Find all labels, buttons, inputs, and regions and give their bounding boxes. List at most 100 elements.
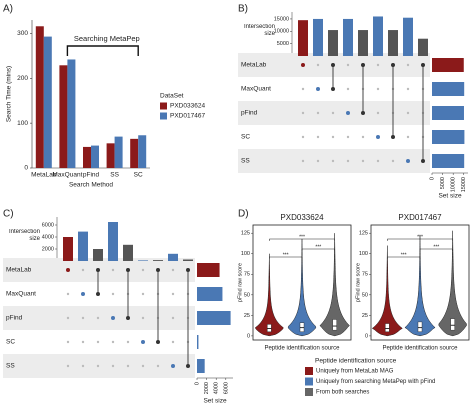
intersection-bar — [168, 253, 178, 261]
bar — [106, 143, 115, 168]
bar — [43, 36, 52, 169]
intersection-bar — [153, 260, 163, 261]
bar — [67, 59, 76, 168]
legend-swatch — [305, 377, 313, 386]
matrix-dot-empty — [126, 340, 130, 344]
sig-label: *** — [299, 234, 305, 240]
legend-swatch — [160, 112, 167, 120]
matrix-dot-empty — [81, 316, 85, 320]
matrix-dot-empty — [141, 292, 145, 296]
intersection-bar — [108, 222, 118, 261]
matrix-dot-empty — [66, 316, 70, 320]
matrix-dot-empty — [316, 159, 320, 163]
matrix-dot — [346, 111, 350, 115]
frame — [252, 224, 352, 341]
matrix-dot-empty — [81, 268, 85, 272]
matrix-dot-empty — [301, 135, 305, 139]
intersection-bar — [358, 30, 368, 56]
legend-swatch — [305, 367, 313, 375]
x-axis-label: Peptide identification source — [264, 346, 340, 352]
matrix-dot-empty — [96, 316, 100, 320]
y-tick-label: 0 — [247, 333, 250, 339]
y-tick-label: 0 — [24, 165, 28, 172]
matrix-dot-empty — [346, 87, 350, 91]
matrix-dot — [111, 316, 115, 320]
legend-title: DataSet — [160, 93, 184, 100]
matrix-dot-empty — [66, 364, 70, 368]
violin — [438, 230, 467, 337]
set-bar — [432, 58, 464, 72]
box — [267, 324, 272, 332]
sig-label: *** — [283, 252, 289, 258]
y-tick-label: 100 — [241, 251, 250, 257]
matrix-dot — [316, 87, 320, 91]
matrix-dot — [421, 63, 425, 67]
sig-bracket — [269, 256, 303, 259]
box — [450, 318, 455, 331]
sig-bracket — [269, 238, 335, 241]
intersection-bar — [123, 244, 133, 261]
matrix-dot — [421, 159, 425, 163]
matrix-dot — [66, 268, 70, 272]
violin — [287, 238, 317, 337]
matrix-dot — [96, 292, 100, 296]
matrix-dot — [141, 340, 145, 344]
x-tick-label: 6000 — [223, 382, 229, 394]
y-tick-label: 5000 — [277, 41, 289, 47]
intersection-bar — [343, 18, 353, 56]
intersection-bar — [138, 260, 148, 261]
set-label: SS — [6, 363, 15, 370]
matrix-dot-empty — [361, 159, 365, 163]
subplot-title: PXD033624 — [280, 213, 324, 222]
matrix-dot-empty — [81, 364, 85, 368]
matrix-dot-empty — [346, 63, 350, 67]
matrix-dot — [156, 268, 160, 272]
matrix-dot-empty — [376, 111, 380, 115]
x-tick-label: 5000 — [440, 177, 446, 189]
violin — [371, 245, 403, 337]
matrix-dot-empty — [331, 159, 335, 163]
set-bar — [197, 311, 231, 325]
x-tick-label: 2000 — [204, 382, 210, 394]
matrix-dot-empty — [301, 159, 305, 163]
x-tick-label: 10000 — [451, 177, 457, 192]
matrix-dot — [126, 268, 130, 272]
panel-title: C) — [3, 209, 14, 220]
matrix-dot — [186, 268, 190, 272]
matrix-dot-empty — [301, 87, 305, 91]
sig-label: *** — [401, 252, 407, 258]
matrix-dot-empty — [331, 111, 335, 115]
set-label: SS — [241, 158, 250, 165]
matrix-dot — [156, 340, 160, 344]
legend-label: From both searches — [316, 390, 369, 396]
intersection-bar — [403, 17, 413, 56]
set-label: SC — [6, 339, 15, 346]
matrix-dot — [186, 364, 190, 368]
matrix-dot — [361, 111, 365, 115]
matrix-dot-empty — [406, 63, 410, 67]
matrix-dot-empty — [406, 87, 410, 91]
y-tick-label: 100 — [17, 120, 28, 127]
legend-label: PXD033624 — [170, 103, 205, 110]
matrix-dot — [171, 364, 175, 368]
matrix-dot — [331, 87, 335, 91]
matrix-dot-empty — [346, 159, 350, 163]
matrix-dot-empty — [66, 340, 70, 344]
matrix-dot-empty — [111, 364, 115, 368]
violin — [254, 253, 284, 337]
y-tick-label: 4000 — [42, 234, 54, 240]
intersection-bar — [63, 237, 73, 261]
matrix-dot — [391, 63, 395, 67]
matrix-dot-empty — [331, 135, 335, 139]
y-axis-label: Intersection size — [243, 24, 275, 37]
sig-label: *** — [433, 244, 439, 250]
x-tick-label: pFind — [83, 172, 100, 179]
y-tick-label: 125 — [359, 231, 368, 237]
sig-label: *** — [417, 234, 423, 240]
set-bar — [432, 106, 464, 120]
matrix-dot-empty — [141, 316, 145, 320]
intersection-bar — [313, 18, 323, 56]
set-bar — [432, 82, 465, 96]
y-tick-label: 50 — [244, 292, 250, 298]
x-tick-label: SC — [134, 172, 143, 179]
